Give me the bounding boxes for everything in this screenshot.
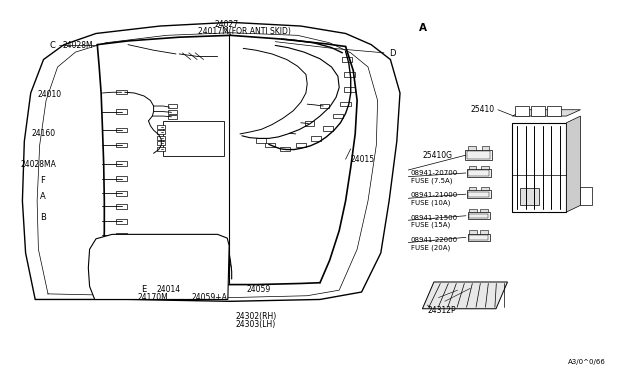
Bar [116, 191, 127, 196]
Bar [168, 115, 177, 119]
Bar [481, 166, 489, 169]
Bar [323, 126, 333, 131]
Text: 08941-21500: 08941-21500 [411, 215, 458, 221]
Bar [157, 130, 165, 134]
Text: A3/0^0/66: A3/0^0/66 [568, 359, 606, 365]
Text: 24027: 24027 [214, 20, 239, 29]
Text: 25410: 25410 [470, 105, 495, 114]
Bar [116, 128, 127, 132]
Bar [481, 230, 488, 234]
Bar [116, 161, 127, 166]
Text: 24014: 24014 [157, 285, 181, 294]
Bar [280, 147, 290, 151]
Text: 08941-20700: 08941-20700 [411, 170, 458, 176]
Bar [470, 235, 488, 240]
Bar [305, 121, 314, 125]
Bar [468, 212, 490, 219]
Bar [469, 230, 477, 234]
Polygon shape [22, 22, 400, 301]
Bar [116, 219, 127, 224]
Bar [168, 104, 177, 108]
Bar [481, 187, 489, 190]
Text: F: F [40, 176, 45, 185]
Bar [520, 188, 539, 205]
Bar [168, 110, 177, 114]
Text: 24015: 24015 [351, 155, 375, 164]
Bar [468, 170, 489, 176]
Bar [342, 57, 352, 62]
Text: 24028M: 24028M [63, 41, 93, 50]
Bar [333, 114, 343, 118]
Polygon shape [88, 234, 229, 299]
Bar [320, 104, 329, 108]
Bar [157, 125, 165, 129]
Bar [467, 169, 491, 177]
Bar [512, 123, 566, 212]
Bar [468, 234, 490, 241]
Bar [481, 146, 489, 150]
Bar [468, 166, 476, 169]
Bar [265, 143, 275, 147]
Bar [467, 190, 491, 198]
Bar [311, 136, 321, 141]
Text: C: C [50, 41, 56, 50]
Text: E: E [141, 285, 146, 294]
Bar [124, 272, 132, 275]
Polygon shape [512, 110, 580, 116]
Text: 24028MA: 24028MA [20, 160, 56, 169]
Bar [470, 214, 488, 218]
Text: FUSE (15A): FUSE (15A) [411, 222, 450, 228]
Bar [469, 209, 477, 212]
Polygon shape [566, 116, 580, 212]
Bar [296, 143, 306, 147]
Text: 24160: 24160 [32, 129, 56, 138]
Bar [515, 106, 529, 116]
Text: D: D [389, 49, 396, 58]
Bar [116, 233, 127, 237]
Bar [157, 147, 165, 151]
Text: 24170M: 24170M [138, 293, 168, 302]
Text: 25410G: 25410G [422, 151, 452, 160]
Text: B: B [40, 213, 45, 222]
Bar [468, 146, 476, 150]
Text: 24312P: 24312P [428, 306, 456, 315]
Text: 24010: 24010 [37, 90, 61, 99]
Bar [344, 72, 355, 77]
Bar [256, 138, 266, 143]
Text: A: A [40, 192, 45, 201]
Bar [116, 143, 127, 147]
Text: FUSE (20A): FUSE (20A) [411, 244, 450, 251]
Text: FUSE (7.5A): FUSE (7.5A) [411, 177, 452, 184]
Bar [95, 261, 104, 266]
Text: 24302(RH): 24302(RH) [236, 312, 276, 321]
Text: 24059+A: 24059+A [192, 293, 228, 302]
Bar [580, 187, 592, 205]
Bar [547, 106, 561, 116]
Text: A: A [419, 23, 428, 33]
Bar [531, 106, 545, 116]
Bar [116, 204, 127, 209]
Bar [344, 87, 355, 92]
Bar [468, 192, 489, 197]
Text: 24059: 24059 [246, 285, 271, 294]
Text: 08941-22000: 08941-22000 [411, 237, 458, 243]
Bar [340, 102, 351, 106]
Text: 24303(LH): 24303(LH) [236, 320, 276, 329]
Bar [468, 187, 476, 190]
Bar [116, 90, 127, 94]
Text: 24017M(FOR ANTI SKID): 24017M(FOR ANTI SKID) [198, 27, 291, 36]
Text: 08941-21000: 08941-21000 [411, 192, 458, 198]
Bar [481, 209, 488, 212]
Bar [157, 262, 165, 266]
Bar [116, 176, 127, 181]
Bar [467, 151, 490, 159]
Bar [95, 266, 104, 271]
Bar [163, 121, 224, 156]
Text: FUSE (10A): FUSE (10A) [411, 199, 451, 206]
Bar [116, 109, 127, 114]
Bar [465, 150, 492, 160]
Bar [157, 141, 165, 145]
Bar [157, 136, 165, 140]
Polygon shape [422, 282, 508, 309]
